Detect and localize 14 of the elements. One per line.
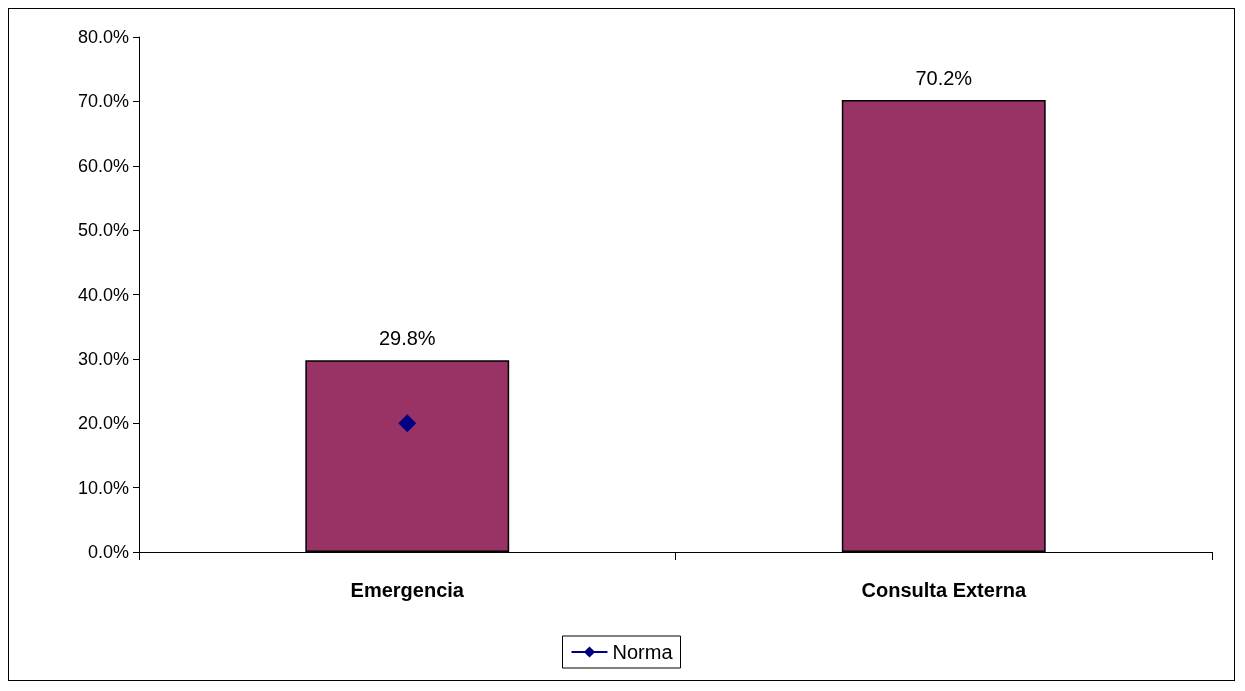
data-label: 70.2% bbox=[915, 67, 973, 90]
legend-label: Norma bbox=[612, 641, 674, 663]
data-label: 29.8% bbox=[378, 327, 436, 350]
y-tick-label: 20.0% bbox=[77, 413, 129, 434]
y-tick-label: 10.0% bbox=[77, 477, 129, 498]
y-tick-label: 50.0% bbox=[77, 220, 129, 241]
y-tick-label: 70.0% bbox=[77, 91, 129, 112]
y-tick-label: 80.0% bbox=[77, 27, 129, 47]
y-tick-label: 40.0% bbox=[77, 284, 129, 305]
y-tick-label: 0.0% bbox=[87, 542, 129, 562]
y-tick-label: 30.0% bbox=[77, 348, 129, 369]
x-tick-label: Consulta Externa bbox=[861, 579, 1027, 601]
x-tick-label: Emergencia bbox=[350, 579, 465, 601]
y-tick-label: 60.0% bbox=[77, 155, 129, 176]
